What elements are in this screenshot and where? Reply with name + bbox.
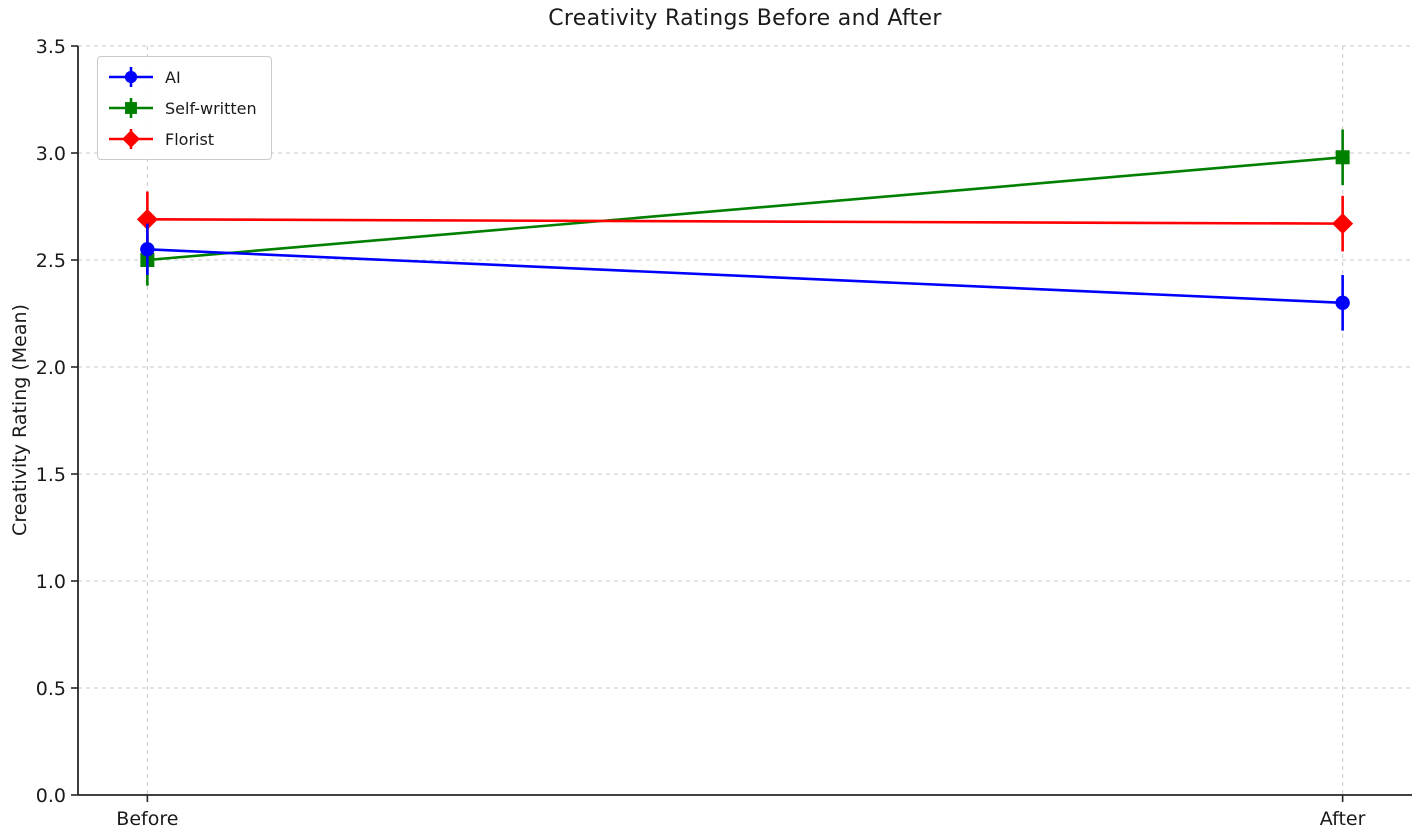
y-tick-label: 1.5 [36,464,66,486]
chart-title: Creativity Ratings Before and After [548,6,942,31]
legend-marker-sample [109,129,153,149]
legend-label: AI [165,67,181,87]
marker-circle [140,242,155,257]
marker-circle [1335,295,1350,310]
y-tick-label: 2.0 [36,357,66,379]
x-tick-label: After [1320,808,1366,830]
marker-circle [124,70,138,84]
y-tick-label: 0.5 [36,678,66,700]
x-tick-label: Before [116,808,178,830]
marker-diamond [1332,213,1354,235]
series-line [147,218,1343,225]
marker-diamond [122,130,140,148]
legend-item: AI [107,64,257,90]
y-tick-label: 1.0 [36,571,66,593]
legend-label: Self-written [165,98,257,118]
y-tick-label: 0.0 [36,785,66,807]
marker-diamond [136,208,158,230]
y-tick-label: 2.5 [36,250,66,272]
legend-item: Florist [107,126,257,152]
legend-marker-sample [109,67,153,87]
y-tick-label: 3.5 [36,36,66,58]
legend: AI Self-written Florist [97,56,272,160]
y-tick-label: 3.0 [36,143,66,165]
legend-label: Florist [165,129,215,149]
marker-square [1335,150,1350,165]
legend-item: Self-written [107,95,257,121]
series-line [147,155,1343,262]
marker-square [125,102,137,114]
series-line [147,248,1343,305]
legend-marker-sample [109,98,153,118]
